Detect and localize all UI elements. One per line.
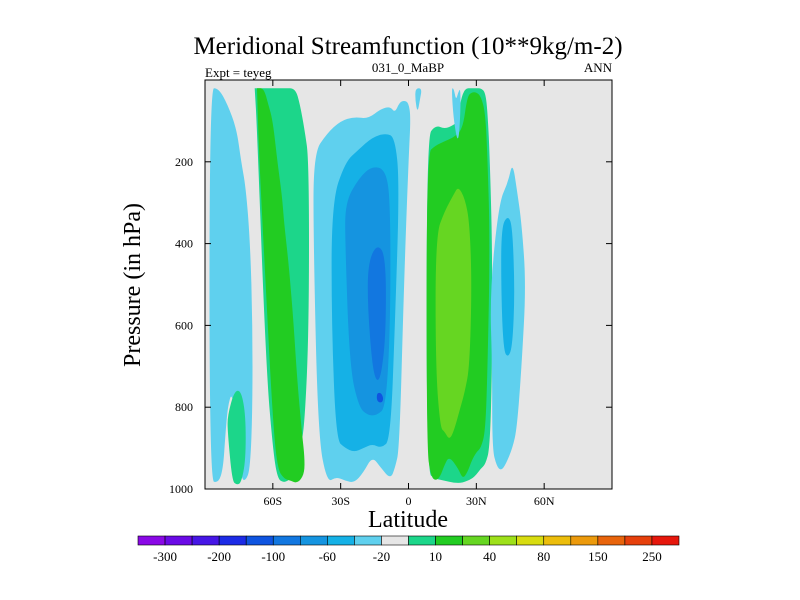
x-tick-label: 30S	[331, 494, 350, 508]
colorbar-swatch	[164, 535, 193, 546]
colorbar-swatch	[354, 535, 382, 546]
colorbar-label: 150	[588, 549, 608, 564]
colorbar-swatch	[435, 535, 463, 546]
contour-region	[501, 218, 515, 356]
colorbar-swatch	[489, 535, 517, 546]
colorbar-swatch	[408, 535, 436, 546]
colorbar-swatch	[381, 535, 409, 546]
contour-region	[415, 88, 422, 110]
time-slice-label: 031_0_MaBP	[372, 60, 444, 75]
colorbar-label: 80	[537, 549, 550, 564]
colorbar-label: -60	[319, 549, 336, 564]
contour-region	[209, 88, 253, 482]
x-tick-label: 60N	[534, 494, 555, 508]
colorbar-swatch	[570, 535, 599, 546]
colorbar-label: 10	[429, 549, 442, 564]
colorbar-label: 40	[483, 549, 496, 564]
colorbar-swatch	[191, 535, 220, 546]
x-tick-label: 60S	[263, 494, 282, 508]
y-tick-label: 200	[175, 155, 193, 169]
chart-title: Meridional Streamfunction (10**9kg/m-2)	[193, 33, 622, 60]
colorbar-swatch	[245, 535, 274, 546]
colorbar-swatch	[218, 535, 247, 546]
x-tick-label: 0	[406, 494, 412, 508]
contour-region	[435, 188, 472, 438]
colorbar-swatch	[462, 535, 490, 546]
y-tick-label: 400	[175, 237, 193, 251]
colorbar-swatch	[516, 535, 545, 546]
colorbar-swatch	[597, 535, 626, 546]
y-tick-label: 1000	[169, 482, 193, 496]
colorbar-swatch	[137, 535, 166, 546]
contour-region	[257, 88, 305, 483]
contour-fill-layer	[209, 88, 525, 485]
colorbar-swatch	[299, 535, 328, 546]
contour-region	[227, 390, 246, 485]
contour-region	[376, 392, 384, 403]
colorbar-label: -200	[207, 549, 231, 564]
colorbar-swatch	[651, 535, 680, 546]
colorbar-swatch	[543, 535, 572, 546]
axis-ticks: 60S 30S 0 30N 60N 200 400 600 800 1000	[169, 80, 612, 508]
colorbar-swatch	[624, 535, 653, 546]
y-axis-title: Pressure (in hPa)	[120, 203, 146, 367]
y-tick-label: 600	[175, 318, 193, 332]
colorbar: -300 -200 -100 -60 -20 10 40 80 150 250	[137, 535, 680, 564]
colorbar-swatch	[272, 535, 301, 546]
x-tick-label: 30N	[466, 494, 487, 508]
contour-region	[367, 247, 386, 380]
x-axis-title: Latitude	[368, 507, 448, 533]
experiment-label: Expt = teyeg	[205, 65, 272, 80]
y-tick-label: 800	[175, 400, 193, 414]
season-label: ANN	[584, 60, 613, 75]
colorbar-label: 250	[642, 549, 662, 564]
contour-region	[452, 88, 461, 139]
colorbar-label: -100	[261, 549, 285, 564]
colorbar-label: -20	[373, 549, 390, 564]
colorbar-label: -300	[153, 549, 177, 564]
colorbar-swatch	[327, 535, 355, 546]
